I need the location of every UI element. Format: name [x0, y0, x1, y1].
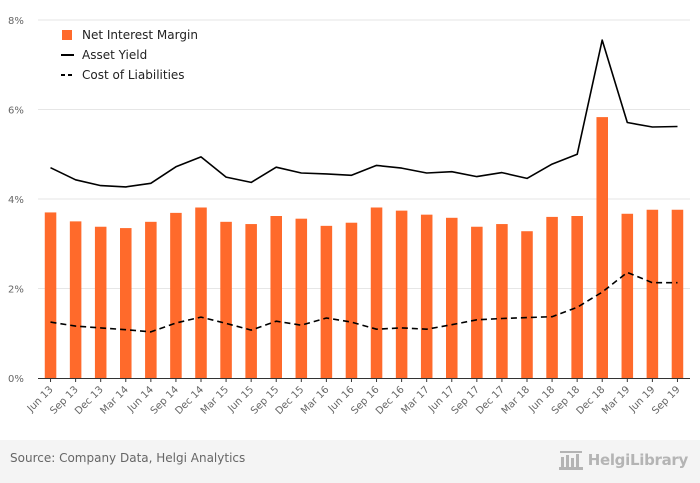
x-tick-label: Sep 19	[650, 384, 682, 416]
x-tick-label: Mar 17	[399, 384, 431, 416]
bar	[195, 207, 207, 378]
bar	[320, 225, 333, 378]
x-tick-label: Mar 19	[600, 384, 632, 416]
legend: Net Interest Margin Asset Yield Cost of Li…	[61, 28, 198, 82]
legend-label: Asset Yield	[82, 48, 147, 62]
bar	[120, 228, 132, 378]
bar	[471, 226, 483, 378]
bar	[170, 212, 182, 378]
y-tick-label: 0%	[8, 374, 24, 385]
bar	[94, 226, 107, 378]
bar	[295, 218, 308, 378]
legend-swatch-net-interest-margin	[62, 30, 72, 40]
lines	[50, 39, 678, 333]
bar	[44, 212, 57, 378]
bars	[44, 117, 684, 379]
bar	[646, 209, 659, 378]
bar	[420, 214, 433, 378]
y-tick-label: 8%	[8, 16, 24, 27]
bar	[571, 216, 583, 378]
y-tick-labels: 0% 2% 4% 6% 8%	[8, 16, 24, 385]
cost-of-liabilities-line	[50, 271, 678, 333]
source-text: Source: Company Data, Helgi Analytics	[10, 451, 246, 465]
y-tick-label: 2%	[8, 285, 24, 296]
bar	[395, 210, 408, 378]
footer: Source: Company Data, Helgi Analytics He…	[0, 440, 700, 483]
bar	[220, 221, 232, 378]
bar	[270, 216, 282, 378]
y-tick-label: 4%	[8, 195, 24, 206]
bar	[546, 216, 558, 378]
x-tick-label: Mar 15	[199, 384, 231, 416]
bar	[69, 221, 82, 378]
logo-text: HelgiLibrary	[587, 451, 689, 469]
legend-label: Cost of Liabilities	[82, 68, 185, 82]
bar	[345, 222, 358, 378]
bar	[245, 224, 257, 378]
bar	[370, 207, 383, 378]
asset-yield-line	[50, 39, 678, 188]
x-tick-label: Mar 18	[500, 384, 532, 416]
helgi-library-logo: HelgiLibrary	[558, 448, 688, 472]
library-icon	[558, 451, 583, 470]
bar	[446, 217, 458, 378]
y-tick-label: 6%	[8, 106, 24, 117]
x-tick-label: Mar 14	[99, 384, 131, 416]
bar	[596, 117, 608, 379]
bar	[145, 221, 157, 378]
legend-label: Net Interest Margin	[82, 28, 198, 42]
bar	[671, 209, 684, 378]
bar	[496, 224, 508, 378]
bar	[521, 231, 533, 378]
x-tick-label: Mar 16	[299, 384, 331, 416]
bar	[621, 213, 634, 378]
